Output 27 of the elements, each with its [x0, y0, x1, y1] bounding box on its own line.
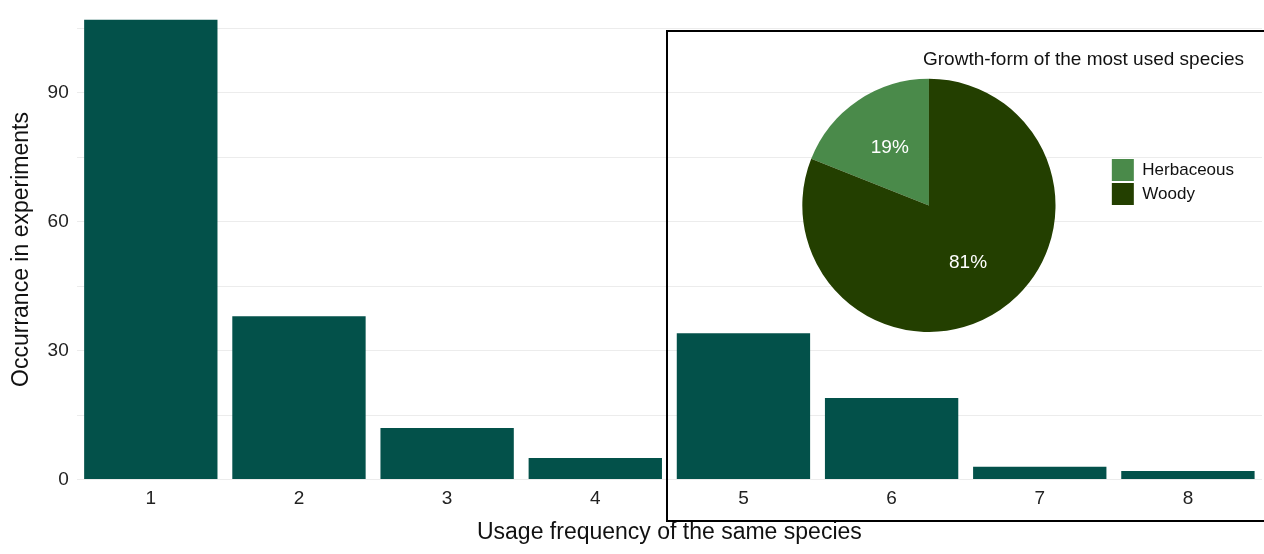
x-tick-label: 8	[1182, 487, 1194, 509]
y-tick-label: 90	[47, 80, 69, 102]
y-tick-label: 0	[58, 467, 69, 489]
x-tick-label: 7	[1034, 487, 1046, 509]
bar	[973, 466, 1107, 480]
data-label: 19%	[870, 136, 909, 158]
x-tick-label: 5	[738, 487, 749, 509]
x-tick-label: 1	[145, 487, 157, 509]
data-label: 81%	[949, 251, 988, 273]
bar	[84, 19, 218, 480]
bar	[676, 333, 811, 480]
x-axis-title: Usage frequency of the same species	[476, 517, 862, 544]
bar	[380, 427, 514, 480]
x-tick-label: 4	[590, 487, 601, 509]
bar	[232, 316, 366, 480]
chart-title: Growth-form of the most used species	[922, 47, 1244, 69]
x-tick-label: 6	[886, 487, 897, 509]
bar	[1121, 471, 1255, 480]
x-tick-label: 2	[293, 487, 305, 509]
y-tick-label: 30	[47, 338, 69, 360]
legend-label: Herbaceous	[1142, 159, 1235, 179]
bar	[824, 397, 959, 480]
y-axis-title: Occurrance in experiments	[7, 112, 34, 387]
legend-label: Woody	[1142, 183, 1196, 203]
y-tick-label: 60	[47, 209, 69, 231]
bar	[528, 458, 662, 480]
x-tick-label: 3	[441, 487, 453, 509]
